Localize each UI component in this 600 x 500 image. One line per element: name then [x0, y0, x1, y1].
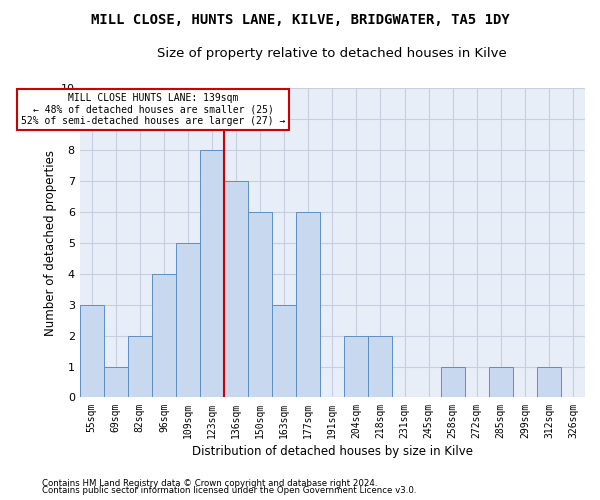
Title: Size of property relative to detached houses in Kilve: Size of property relative to detached ho…	[157, 48, 507, 60]
Bar	[344, 336, 368, 398]
Text: Contains HM Land Registry data © Crown copyright and database right 2024.: Contains HM Land Registry data © Crown c…	[42, 478, 377, 488]
Bar	[537, 366, 561, 398]
Y-axis label: Number of detached properties: Number of detached properties	[44, 150, 56, 336]
Bar	[489, 366, 513, 398]
Text: Contains public sector information licensed under the Open Government Licence v3: Contains public sector information licen…	[42, 486, 416, 495]
Bar	[80, 304, 104, 398]
Bar	[176, 243, 200, 398]
Bar	[152, 274, 176, 398]
Bar	[296, 212, 320, 398]
Bar	[128, 336, 152, 398]
Bar	[368, 336, 392, 398]
Bar	[104, 366, 128, 398]
Text: MILL CLOSE HUNTS LANE: 139sqm
← 48% of detached houses are smaller (25)
52% of s: MILL CLOSE HUNTS LANE: 139sqm ← 48% of d…	[21, 92, 285, 126]
Text: MILL CLOSE, HUNTS LANE, KILVE, BRIDGWATER, TA5 1DY: MILL CLOSE, HUNTS LANE, KILVE, BRIDGWATE…	[91, 12, 509, 26]
Bar	[224, 181, 248, 398]
Bar	[200, 150, 224, 398]
X-axis label: Distribution of detached houses by size in Kilve: Distribution of detached houses by size …	[192, 444, 473, 458]
Bar	[248, 212, 272, 398]
Bar	[440, 366, 464, 398]
Bar	[272, 304, 296, 398]
